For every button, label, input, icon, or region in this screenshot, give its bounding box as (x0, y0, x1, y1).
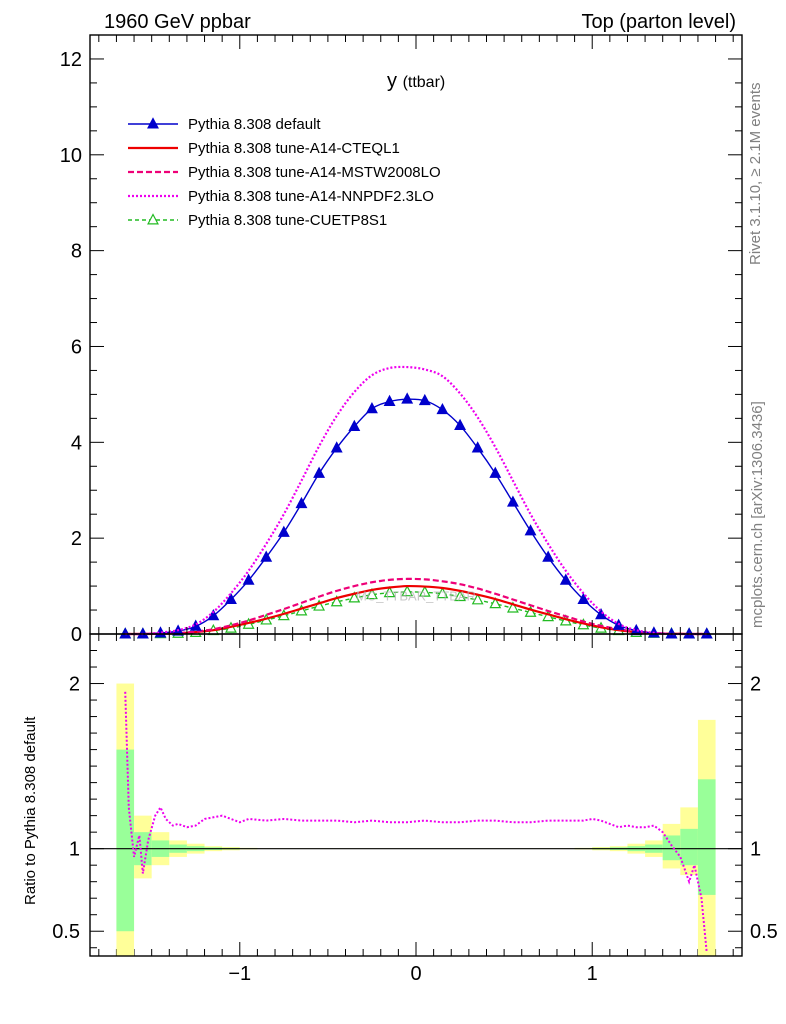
band-inner (680, 828, 698, 866)
plot-title: y (ttbar) (387, 70, 445, 92)
series-line (125, 365, 707, 636)
data-point (330, 441, 343, 453)
x-tick-label: 0 (410, 963, 421, 985)
data-point (436, 402, 449, 415)
data-point (313, 466, 326, 478)
data-point (330, 595, 343, 607)
legend-entry: Pythia 8.308 tune-A14-CTEQL1 (128, 140, 400, 157)
legend-entry: Pythia 8.308 tune-CUETP8S1 (128, 212, 387, 229)
ratio-y-tick-label-right: 0.5 (750, 921, 778, 943)
data-point (506, 495, 519, 507)
band-inner (116, 749, 135, 932)
band-inner (662, 835, 681, 861)
ratio-frame (89, 633, 743, 957)
ratio-y-tick-label-right: 2 (750, 674, 761, 696)
data-point (365, 401, 378, 414)
x-tick-label: −1 (228, 963, 251, 985)
data-point (542, 550, 555, 562)
data-point (489, 466, 502, 478)
data-point (119, 627, 132, 639)
y-tick-label: 10 (60, 145, 82, 167)
y-tick-label: 4 (71, 432, 82, 454)
legend: Pythia 8.308 default Pythia 8.308 tune-A1… (128, 116, 441, 229)
data-point (225, 592, 237, 604)
data-point (418, 393, 431, 406)
mcplots-label: mcplots.cern.ch [arXiv:1306.3436] (749, 401, 766, 628)
data-point (277, 525, 290, 537)
data-point (383, 394, 396, 407)
x-tick-label: 1 (587, 963, 598, 985)
data-point (559, 573, 572, 585)
header-right: Top (parton level) (581, 11, 736, 33)
y-tick-label: 12 (60, 49, 82, 71)
data-point (401, 585, 414, 597)
legend-label: Pythia 8.308 tune-A14-NNPDF2.3LO (188, 188, 434, 205)
data-point (524, 524, 537, 536)
data-point (348, 591, 361, 603)
ratio-y-tick-label-right: 1 (750, 839, 761, 861)
y-tick-label: 6 (71, 336, 82, 358)
ratio-y-tick-label: 1 (69, 839, 80, 861)
ratio-series-line (124, 691, 708, 953)
legend-entry: Pythia 8.308 tune-A14-NNPDF2.3LO (128, 188, 434, 205)
data-point (506, 601, 519, 613)
band-inner (697, 779, 716, 895)
ratio-ylabel: Ratio to Pythia 8.308 default (22, 716, 39, 905)
data-point (454, 589, 467, 602)
data-point (260, 550, 273, 562)
data-point (595, 608, 607, 620)
data-point (383, 586, 396, 598)
y-tick-label: 0 (71, 624, 82, 646)
data-point (471, 441, 484, 453)
ratio-y-tick-label: 0.5 (52, 921, 80, 943)
legend-marker (147, 213, 159, 225)
legend-label: Pythia 8.308 tune-A14-CTEQL1 (188, 140, 400, 157)
data-point (489, 597, 502, 609)
data-point (313, 599, 326, 611)
ratio-y-tick-label: 2 (69, 674, 80, 696)
legend-label: Pythia 8.308 tune-CUETP8S1 (188, 212, 387, 229)
y-tick-label: 2 (71, 528, 82, 550)
y-tick-label: 8 (71, 241, 82, 263)
data-point (471, 593, 484, 605)
data-point (418, 585, 431, 597)
legend-label: Pythia 8.308 tune-A14-MSTW2008LO (188, 164, 441, 181)
header-left: 1960 GeV ppbar (104, 11, 251, 33)
data-point (524, 605, 537, 617)
legend-marker (147, 117, 159, 129)
legend-label: Pythia 8.308 default (188, 116, 321, 133)
legend-entry: Pythia 8.308 default (128, 116, 321, 133)
data-point (454, 418, 467, 430)
ratio-panel: −1 0 1 0.5 0.5 1 1 2 2 (52, 633, 778, 985)
legend-entry: Pythia 8.308 tune-A14-MSTW2008LO (128, 164, 441, 181)
data-point (577, 592, 590, 604)
data-point (295, 496, 308, 509)
data-point (700, 627, 713, 639)
data-point (401, 392, 414, 404)
series-line (125, 398, 707, 635)
watermark: MC_TTBAR_TTBAR (356, 588, 476, 603)
rivet-label: Rivet 3.1.10, ≥ 2.1M events (747, 83, 764, 266)
data-point (365, 587, 378, 600)
data-point (436, 586, 449, 599)
data-point (242, 573, 255, 585)
data-point (348, 419, 361, 431)
